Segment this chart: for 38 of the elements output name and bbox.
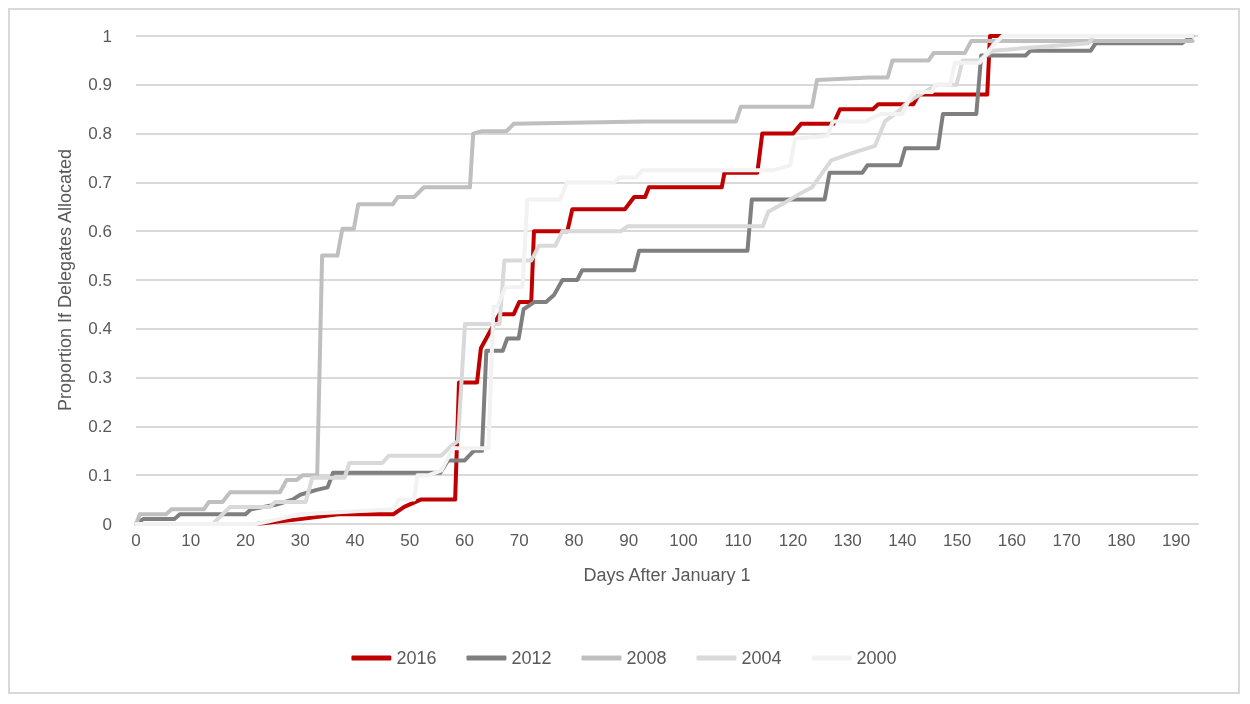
x-axis-title: Days After January 1 <box>583 565 751 585</box>
x-tick-label: 160 <box>997 531 1027 550</box>
y-tick-label: 0.9 <box>88 75 112 95</box>
x-tick-label: 180 <box>1107 531 1136 550</box>
x-tick-label: 70 <box>509 531 529 550</box>
x-tick-label: 130 <box>833 531 862 550</box>
legend-label: 2012 <box>511 648 552 668</box>
y-tick-label: 0 <box>102 514 112 534</box>
x-tick-label: 120 <box>778 531 808 550</box>
x-tick-label: 10 <box>181 531 201 550</box>
y-tick-label: 0.3 <box>88 368 112 388</box>
y-tick-label: 0.5 <box>88 270 112 290</box>
y-tick-label: 0.7 <box>88 172 112 192</box>
y-tick-label: 0.6 <box>88 221 112 241</box>
x-tick-label: 140 <box>888 531 917 550</box>
y-tick-label: 0.1 <box>88 465 112 485</box>
x-tick-label: 170 <box>1052 531 1081 550</box>
y-tick-label: 1 <box>102 26 112 46</box>
x-tick-label: 40 <box>345 531 365 550</box>
legend-label: 2004 <box>741 648 782 668</box>
y-tick-label: 0.2 <box>88 416 112 436</box>
x-tick-label: 90 <box>619 531 639 550</box>
x-tick-label: 20 <box>236 531 255 550</box>
y-tick-label: 0.8 <box>88 124 112 144</box>
legend-label: 2008 <box>626 648 667 668</box>
x-tick-label: 100 <box>669 531 698 550</box>
legend-label: 2000 <box>856 648 897 668</box>
x-tick-label: 0 <box>131 531 141 550</box>
x-tick-label: 50 <box>400 531 420 550</box>
x-tick-label: 80 <box>564 531 584 550</box>
x-tick-label: 30 <box>290 531 310 550</box>
x-tick-label: 190 <box>1161 531 1191 550</box>
x-tick-label: 150 <box>942 531 972 550</box>
y-tick-label: 0.4 <box>88 319 112 339</box>
x-tick-label: 110 <box>724 531 752 550</box>
legend-label: 2016 <box>396 648 437 668</box>
x-tick-label: 60 <box>454 531 474 550</box>
y-axis-title: Proportion If Delegates Allocated <box>55 148 75 412</box>
